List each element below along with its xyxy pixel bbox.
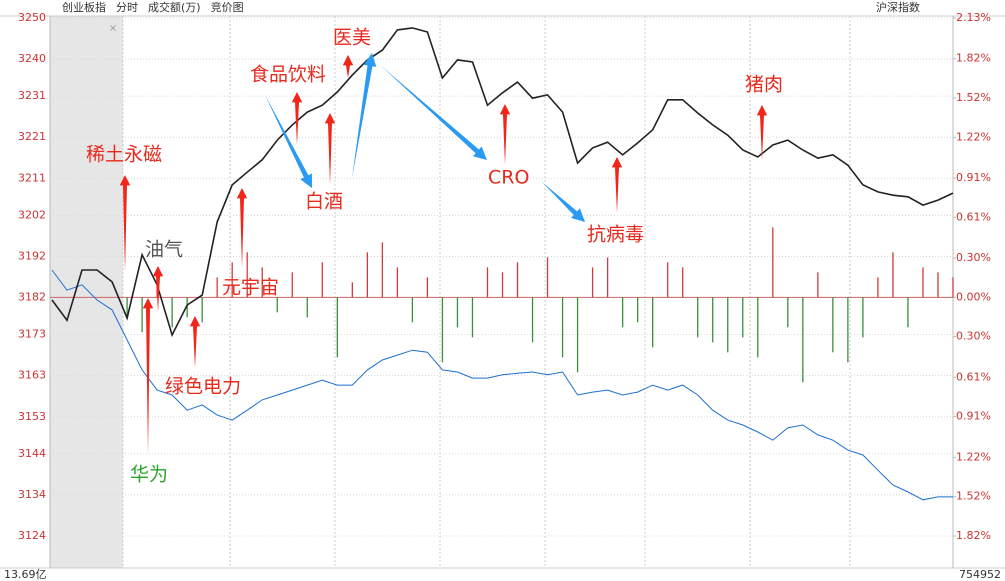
y2-tick-label: 0.91% [956, 171, 991, 184]
y-tick-label: 3124 [18, 529, 46, 542]
y-tick-label: 3240 [18, 52, 46, 65]
header-item: 创业板指 [62, 0, 106, 14]
y2-tick-label: 1.82% [956, 529, 991, 542]
y-tick-label: 3134 [18, 488, 46, 501]
annotation-arrow [152, 266, 164, 312]
footer-left: 13.69亿 [4, 568, 47, 581]
y-tick-label: 3144 [18, 447, 46, 460]
y-tick-label: 3173 [18, 328, 46, 341]
annotation: CRO [488, 167, 529, 189]
annotation-arrow [756, 105, 768, 160]
annotation-arrow [499, 104, 511, 165]
annotation: 白酒 [305, 191, 343, 213]
y2-tick-label: 1.52% [956, 91, 991, 104]
y2-tick-label: 2.13% [956, 11, 991, 24]
y2-tick-label: 0.00% [956, 290, 991, 303]
index-switch[interactable]: 沪深指数 [876, 0, 920, 14]
y-tick-label: 3211 [18, 171, 46, 184]
auction-area [50, 16, 123, 568]
header-item[interactable]: 竞价图 [211, 0, 244, 14]
header-item[interactable]: 成交额(万) [148, 0, 201, 14]
annotation-arrow [342, 55, 354, 78]
y2-tick-label: 0.61% [956, 370, 991, 383]
annotation: 医美 [333, 27, 371, 49]
annotation: 绿色电力 [165, 376, 241, 398]
annotation-arrow [236, 188, 248, 268]
footer-right: 754952 [959, 568, 1001, 581]
annotation: 元宇宙 [222, 277, 279, 299]
y-tick-label: 3231 [18, 89, 46, 102]
y2-tick-label: 1.22% [956, 450, 991, 463]
annotation: 华为 [130, 464, 168, 486]
y2-tick-label: 0.30% [956, 251, 991, 264]
y2-tick-label: 0.61% [956, 210, 991, 223]
index-line [51, 27, 954, 338]
annotation-arrow [611, 157, 623, 213]
annotation: 猪肉 [745, 74, 783, 96]
annotation-arrow [119, 175, 131, 272]
y-tick-label: 3250 [18, 11, 46, 24]
y-tick-label: 3163 [18, 369, 46, 382]
annotation-arrow [324, 113, 336, 185]
y2-tick-label: 0.91% [956, 410, 991, 423]
annotation-arrow [142, 298, 154, 455]
y2-tick-label: 0.30% [956, 330, 991, 343]
y-tick-label: 3192 [18, 249, 46, 262]
annotation-arrow [380, 65, 487, 160]
y-tick-label: 3182 [18, 291, 46, 304]
y2-tick-label: 1.82% [956, 52, 991, 65]
header-item[interactable]: 分时 [116, 1, 138, 14]
annotation-arrow [265, 95, 312, 188]
annotation: 油气 [145, 239, 183, 261]
annotation-arrow [352, 53, 377, 178]
annotation-arrow [189, 316, 201, 368]
annotation-arrow [291, 92, 303, 145]
index-line [51, 269, 953, 501]
y-tick-label: 3153 [18, 410, 46, 423]
close-icon[interactable]: × [109, 23, 117, 34]
annotation: 食品饮料 [250, 64, 326, 86]
y-tick-label: 3202 [18, 208, 46, 221]
y-tick-label: 3221 [18, 130, 46, 143]
annotation: 抗病毒 [587, 224, 644, 246]
y2-tick-label: 1.52% [956, 490, 991, 503]
annotation: 稀土永磁 [86, 144, 162, 166]
annotation-arrow [542, 182, 585, 222]
y2-tick-label: 1.22% [956, 130, 991, 143]
